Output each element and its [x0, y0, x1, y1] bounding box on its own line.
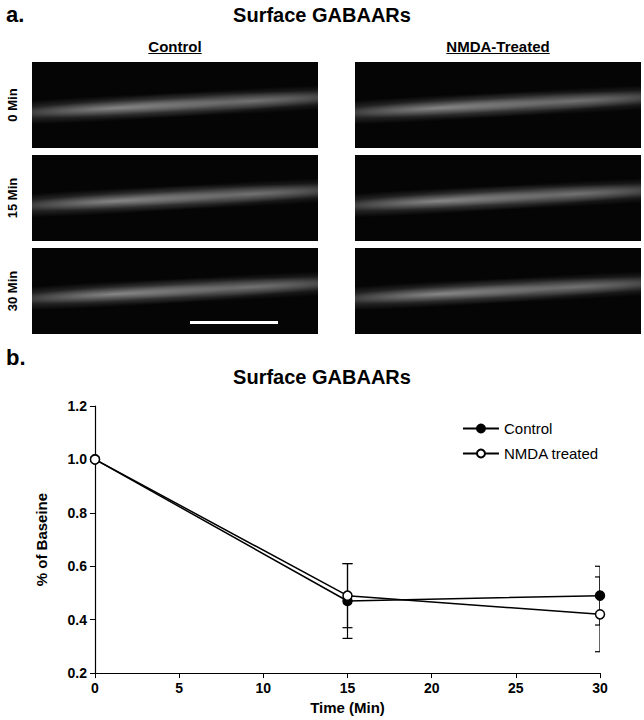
- svg-text:NMDA treated: NMDA treated: [504, 445, 598, 462]
- html-text:15 Min: 15 Min: [5, 177, 20, 219]
- svg-text:% of Baseine: % of Baseine: [33, 493, 50, 586]
- svg-text:0.4: 0.4: [68, 612, 88, 628]
- svg-text:0.2: 0.2: [68, 665, 88, 681]
- svg-text:0.8: 0.8: [68, 505, 88, 521]
- svg-text:20: 20: [424, 680, 440, 696]
- svg-text:0: 0: [91, 680, 99, 696]
- svg-text:1.2: 1.2: [68, 398, 88, 414]
- svg-text:Control: Control: [504, 420, 552, 437]
- svg-text:15: 15: [340, 680, 356, 696]
- svg-text:Time (Min): Time (Min): [310, 699, 385, 716]
- svg-text:Surface GABAARs: Surface GABAARs: [233, 366, 411, 388]
- svg-text:5: 5: [175, 680, 183, 696]
- html-text:Control: Control: [148, 38, 202, 55]
- svg-text:1.0: 1.0: [68, 451, 88, 467]
- svg-text:30: 30: [592, 680, 608, 696]
- svg-text:b.: b.: [6, 345, 26, 370]
- html-text:30 Min: 30 Min: [5, 270, 20, 312]
- svg-text:0.6: 0.6: [68, 558, 88, 574]
- svg-text:25: 25: [508, 680, 524, 696]
- html-text:0 Min: 0 Min: [5, 88, 20, 122]
- html-text:a.: a.: [6, 2, 25, 27]
- svg-text:10: 10: [256, 680, 272, 696]
- html-text:Surface GABAARs: Surface GABAARs: [233, 4, 411, 26]
- html-text:NMDA-Treated: NMDA-Treated: [446, 38, 550, 55]
